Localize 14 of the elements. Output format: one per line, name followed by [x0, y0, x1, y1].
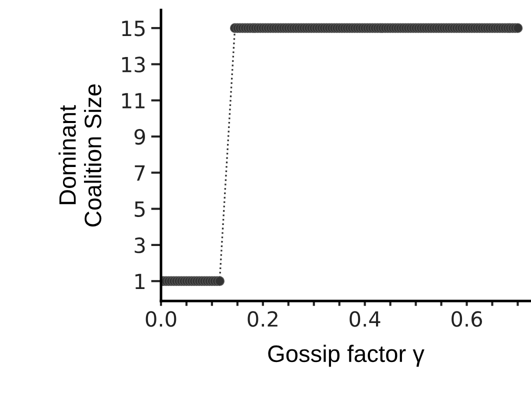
x-tick-label: 0.0	[146, 311, 176, 327]
y-tick-label: 1	[135, 274, 144, 290]
y-tick-label: 11	[122, 93, 144, 108]
y-axis-title: Dominant Coalition Size	[58, 84, 102, 226]
x-axis-title: Gossip factor γ	[268, 344, 424, 367]
x-tick-label: 0.4	[350, 311, 380, 327]
x-tick-label: 0.2	[248, 311, 278, 327]
y-tick-label: 3	[134, 237, 145, 254]
y-tick-label: 9	[134, 128, 145, 145]
y-tick-label: 7	[134, 165, 145, 181]
y-tick-label: 13	[122, 56, 145, 72]
y-tick-label: 15	[122, 20, 145, 36]
x-tick-label: 0.6	[452, 311, 482, 327]
y-tick-label: 5	[134, 202, 145, 218]
